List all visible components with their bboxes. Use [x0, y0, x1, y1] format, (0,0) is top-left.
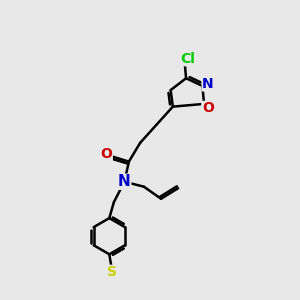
Text: N: N	[118, 174, 131, 189]
Text: Cl: Cl	[180, 52, 195, 66]
Text: O: O	[100, 147, 112, 161]
Text: O: O	[202, 101, 214, 116]
Text: S: S	[107, 265, 117, 279]
Text: N: N	[202, 77, 214, 91]
